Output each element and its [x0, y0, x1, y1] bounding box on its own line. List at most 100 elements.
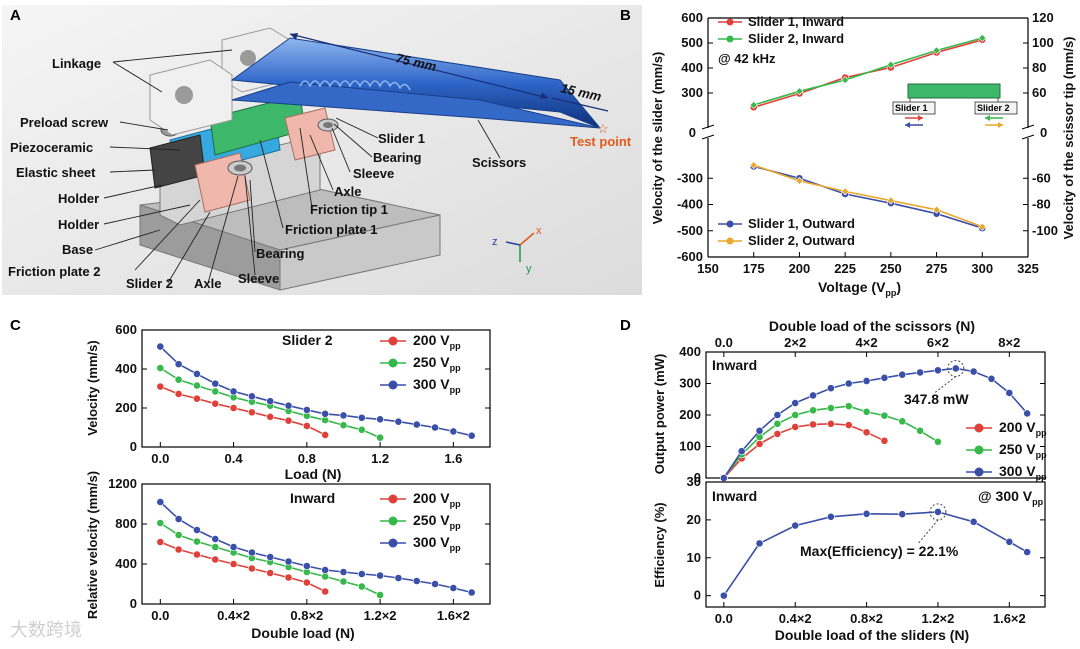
b-ytick-upper-label: 400 [681, 60, 703, 75]
b-axis-break-mark [1021, 134, 1035, 140]
b-xtick-label: 200 [789, 261, 811, 276]
d1-legend-marker [974, 445, 984, 455]
c1-series-1-point [376, 433, 385, 442]
c1-series-2-point [376, 415, 385, 424]
c2-series-1-point [321, 572, 330, 581]
dim-15-line [551, 97, 609, 112]
label-preload-screw: Preload screw [20, 115, 109, 130]
d1-series-2-point [951, 364, 960, 373]
panel-label-a: A [10, 7, 21, 24]
d1-series-2-point [987, 374, 996, 383]
d2-xtick-label: 1.6×2 [993, 611, 1026, 626]
d1-series-2-point [809, 391, 817, 400]
c2-series-2-point [412, 577, 421, 585]
c2-series-2-point [376, 571, 385, 580]
d2-series-0-point [719, 591, 728, 600]
d1-series-2-point [1023, 409, 1032, 418]
inset-slider1-label: Slider 1 [895, 103, 928, 113]
d1-ytick-label: 100 [679, 439, 701, 454]
c1-series-2-point [467, 431, 476, 440]
panel-label-b: B [620, 7, 631, 24]
c2-series-2-point [449, 584, 458, 592]
c2-legend-label: 250 Vpp [413, 512, 461, 531]
c2-legend-label-sub: pp [450, 543, 461, 553]
c1-series-0-point [302, 422, 311, 430]
label-holder-1: Holder [58, 191, 99, 206]
c2-series-1-point [376, 591, 385, 599]
c2-series-0-point [229, 560, 238, 568]
b-ytick-right-upper-label: 80 [1032, 60, 1046, 75]
b-series-lower-1-line [753, 164, 983, 228]
b-legend-lower-marker [726, 237, 734, 245]
c1-series-2-point [339, 411, 348, 420]
d1-series-0-point [862, 428, 871, 437]
d2-subtitle-main: @ 300 V [978, 488, 1033, 504]
c1-series-0-point [211, 399, 220, 408]
chart-b: 0 0 300 400 500 600 -300 -400 -500 -600 60 80 100 120… [650, 10, 1076, 298]
b-tick-zero-left: 0 [689, 125, 696, 140]
b-xtick-label: 225 [834, 261, 856, 276]
b-xlabel: Voltage (Vpp) [818, 279, 901, 298]
c2-ytick-label: 0 [130, 596, 137, 611]
d2-max-leader [917, 519, 939, 545]
c2-series-2-point [229, 543, 238, 551]
d1-series-2-point [898, 370, 907, 379]
scissors-spring [299, 80, 411, 91]
c2-series-2-point [156, 498, 165, 506]
c1-legend-marker [388, 358, 398, 368]
c2-xtick-label: 0.0 [151, 608, 169, 623]
d1-series-2-point [844, 379, 853, 388]
d1-legend-label-main: 300 V [999, 463, 1036, 479]
b-series-upper-1-point [886, 60, 895, 69]
d1-legend-label-sub: pp [1036, 450, 1047, 460]
d2-subtitle-sub: pp [1032, 497, 1043, 507]
b-ytick-lower-label: -600 [677, 249, 703, 264]
d2-ytick-label: 30 [687, 474, 701, 489]
c2-series-1-point [357, 582, 366, 591]
d2-subtitle: @ 300 Vpp [978, 488, 1044, 507]
c1-legend-label: 250 Vpp [413, 354, 461, 373]
c2-series-2-point [266, 553, 275, 561]
b-ytick-right-upper-label: 100 [1032, 35, 1054, 50]
d1-ylabel: Output power (mW) [652, 354, 667, 475]
b-series-upper-1-point [932, 46, 941, 55]
c2-ylabel: Relative velocity (mm/s) [85, 471, 100, 619]
d2-xtick-label: 0.8×2 [850, 611, 883, 626]
d1-series-2-point [1005, 389, 1014, 397]
c2-series-2-point [431, 580, 439, 588]
c2-series-0-point [193, 550, 201, 559]
coordinate-axes: x z y [492, 225, 542, 275]
c2-xtick-label: 0.4×2 [217, 608, 250, 623]
c1-series-2-point [449, 427, 458, 436]
b-ytick-right-upper-label: 60 [1032, 85, 1046, 100]
b-xtick-label: 325 [1017, 261, 1039, 276]
b-xlabel-end: ) [896, 279, 901, 295]
test-point-star-icon: ☆ [597, 121, 609, 136]
c1-series-0-point [156, 382, 165, 391]
c2-series-2-point [394, 574, 403, 582]
c1-legend-label-main: 300 V [413, 376, 450, 392]
d2-ylabel: Efficiency (%) [652, 502, 667, 587]
c2-legend-label-main: 300 V [413, 534, 450, 550]
c1-legend-label: 300 Vpp [413, 376, 461, 395]
d2-xtick-label: 0.0 [715, 611, 733, 626]
b-series-upper-1-point [978, 33, 987, 43]
chart-d2: 0 10 20 30 0.0 0.4×2 0.8×2 1.2×2 1.6×2 Efficiency… [652, 474, 1046, 643]
c2-legend-marker [388, 516, 398, 526]
d1-xtick-label: 0.0 [715, 335, 733, 350]
c1-legend-marker [388, 380, 398, 390]
c1-legend-label-sub: pp [450, 363, 461, 373]
c1-series-1-point [193, 381, 201, 390]
d1-series-0-point [880, 436, 889, 445]
c1-legend-label-main: 250 V [413, 354, 450, 370]
d1-series-2-point [719, 474, 728, 482]
c1-series-0-line [160, 385, 326, 436]
d1-series-1-point [916, 426, 925, 435]
panel-label-c: C [10, 317, 21, 334]
c1-series-2-point [156, 342, 165, 351]
b-legend-lower-label: Slider 1, Outward [748, 216, 855, 231]
c2-series-0-point [321, 587, 330, 596]
d1-legend-label-main: 250 V [999, 441, 1036, 457]
d1-series-2-point [969, 367, 978, 376]
